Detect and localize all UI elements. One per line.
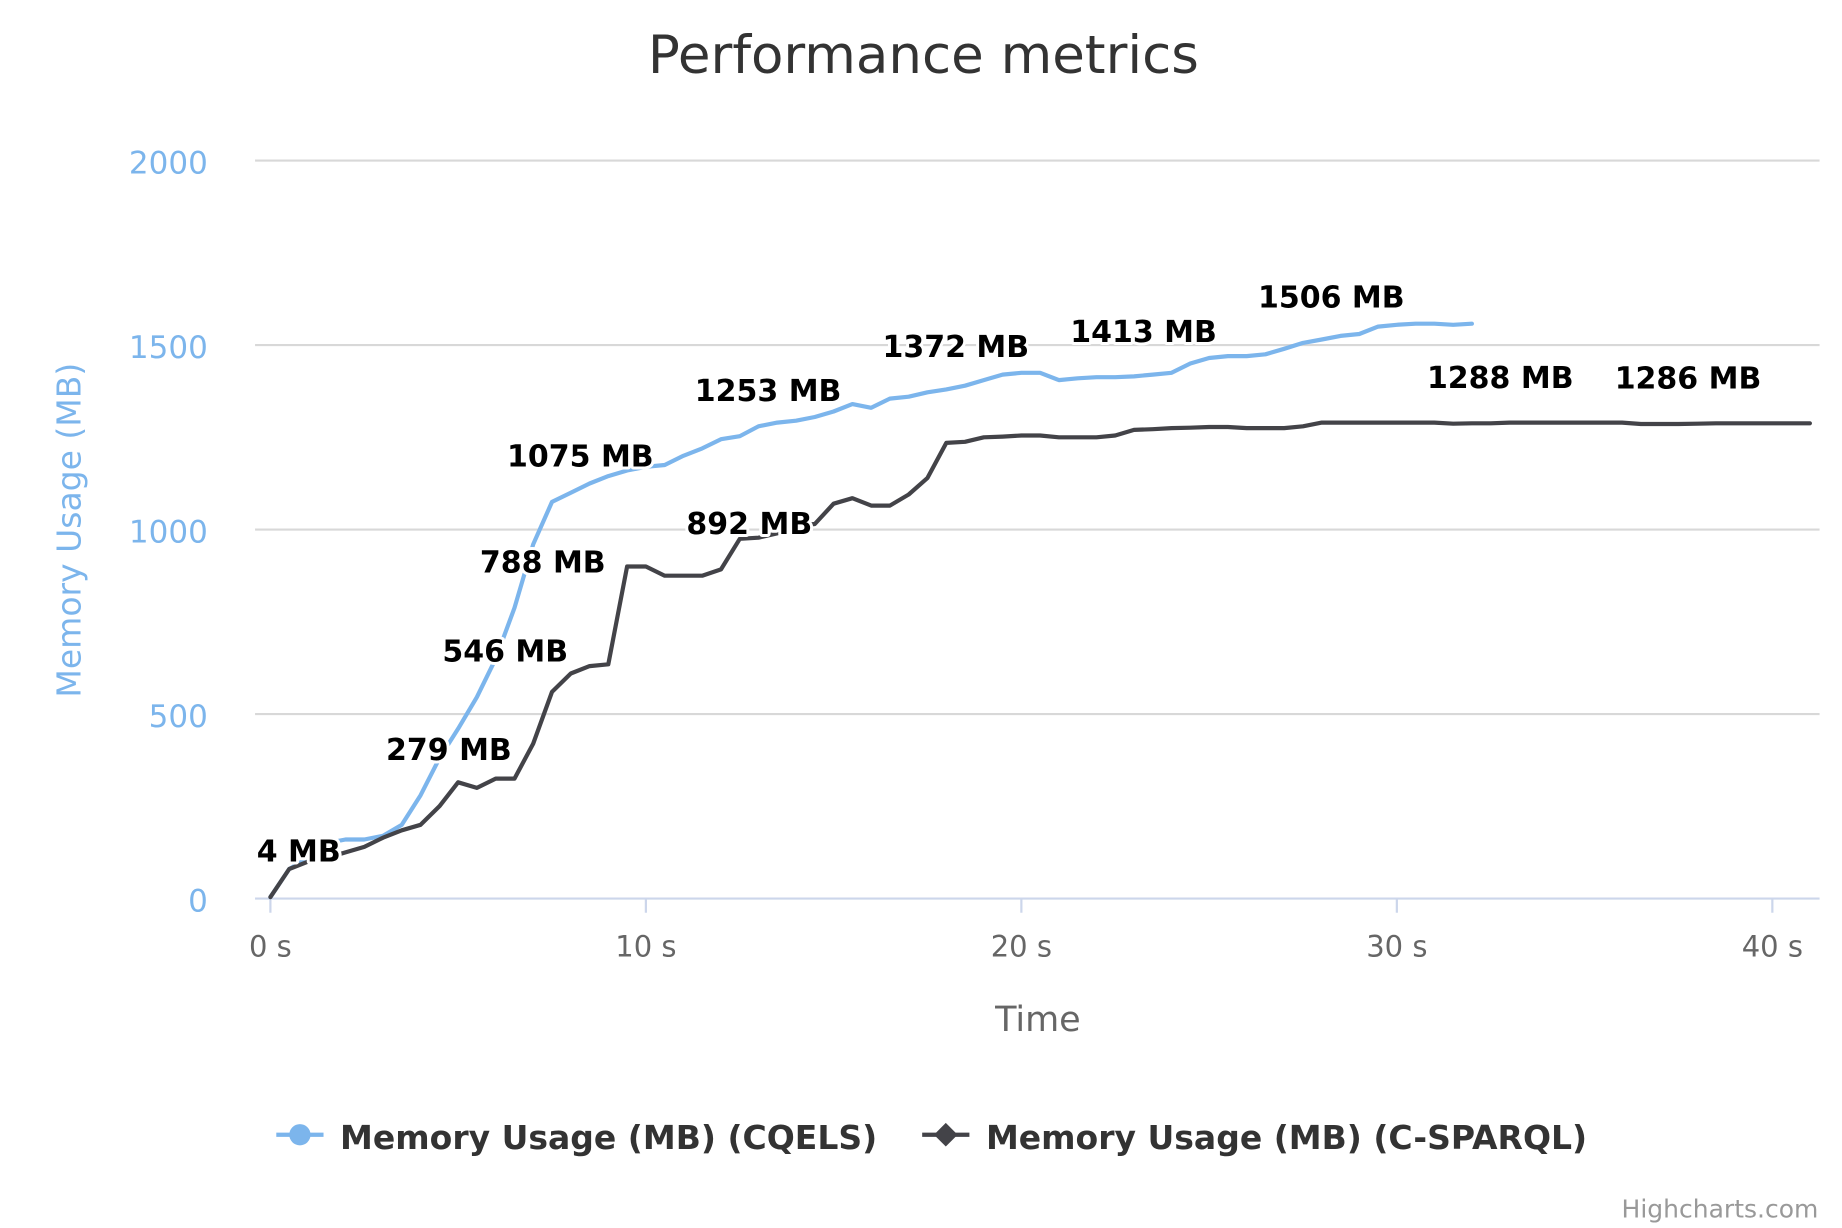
y-tick-label: 500 [149,699,208,735]
x-axis: 0 s 10 s 20 s 30 s 40 s [249,897,1820,963]
data-label: 279 MB [386,733,512,768]
series-line-0[interactable] [268,321,1475,900]
grid-lines [255,159,1820,716]
legend-item-cqels[interactable]: Memory Usage (MB) (CQELS) [276,1118,877,1157]
credits-link[interactable]: Highcharts.com [1622,1194,1819,1223]
x-tick-label: 20 s [991,929,1052,963]
legend-symbol-diamond [922,1122,970,1147]
legend: Memory Usage (MB) (CQELS) Memory Usage (… [276,1118,1587,1157]
data-label: 4 MB [257,835,341,870]
x-tick-label: 40 s [1742,929,1803,963]
y-tick-label: 1000 [129,515,208,551]
x-tick-label: 30 s [1366,929,1427,963]
legend-item-csparql[interactable]: Memory Usage (MB) (C-SPARQL) [922,1118,1587,1157]
y-tick-label: 2000 [129,146,208,182]
data-label: 1075 MB [507,439,654,474]
x-tick-label: 0 s [249,929,292,963]
chart-title: Performance metrics [648,25,1199,86]
y-axis: 0 500 1000 1500 2000 [129,146,208,920]
data-label: 1288 MB [1427,361,1574,396]
data-label: 1253 MB [695,374,842,409]
legend-symbol-circle [276,1124,324,1146]
data-label: 892 MB [686,507,812,542]
legend-label-cqels: Memory Usage (MB) (CQELS) [340,1118,877,1157]
y-axis-title: Memory Usage (MB) [49,363,88,698]
legend-marker-circle [289,1124,311,1146]
data-label: 1286 MB [1615,362,1762,397]
series-line-1[interactable] [268,420,1813,900]
y-tick-label: 0 [188,884,208,920]
plot-area [268,321,1813,900]
data-label: 788 MB [480,545,606,580]
legend-label-csparql: Memory Usage (MB) (C-SPARQL) [986,1118,1587,1157]
x-tick-label: 10 s [615,929,676,963]
legend-marker-diamond [933,1122,958,1147]
data-label: 1413 MB [1070,315,1217,350]
y-tick-label: 1500 [129,330,208,366]
data-label: 1506 MB [1258,280,1405,315]
data-label: 1372 MB [882,330,1029,365]
data-label: 546 MB [442,635,568,670]
data-labels: 4 MB 279 MB 546 MB 788 MB 1075 MB 1253 MB 1372… [254,277,1765,872]
x-axis-title: Time [994,1000,1081,1040]
